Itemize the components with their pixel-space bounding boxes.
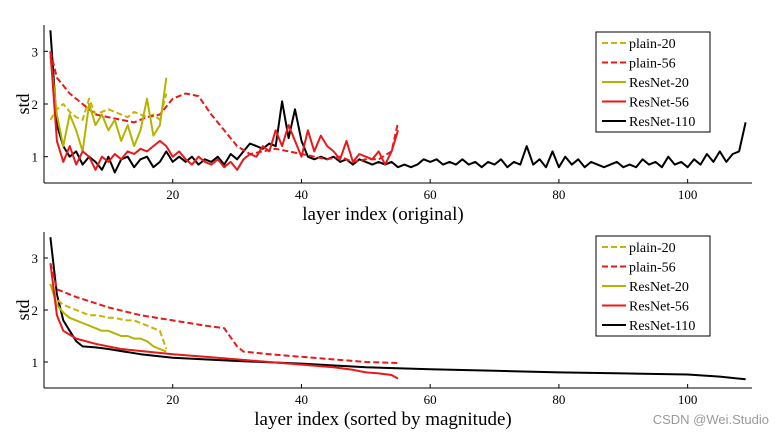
legend-entry: ResNet-110 [629,319,695,334]
series-line-plain-56 [49,262,399,364]
series-line-resnet-110 [49,237,746,381]
y-tick-label: 2 [32,303,39,318]
x-tick-label: 40 [295,392,308,407]
y-tick-label: 3 [32,44,39,59]
y-tick-label: 3 [32,251,39,266]
x-tick-label: 100 [678,187,698,202]
series-line-resnet-56 [49,51,399,171]
legend: plain-20 plain-56 ResNet-20 ResNet-56 ResNet… [595,235,711,337]
y-axis-label: std [13,299,33,320]
legend-entry: plain-56 [629,57,676,72]
watermark: CSDN @Wei.Studio [652,412,769,427]
series-line-resnet-56 [49,263,399,380]
x-axis-label: layer index (original) [302,204,463,225]
y-axis-label: std [13,93,33,114]
y-tick-label: 2 [32,97,39,112]
series-line-resnet-110 [49,30,747,174]
chart-panel-1: 20 40 60 80 100 1 2 3 layer index (original) std p… [13,25,752,225]
x-tick-label: 20 [166,392,179,407]
legend-entry: plain-20 [629,37,676,52]
x-tick-label: 80 [552,392,565,407]
y-tick-label: 1 [32,150,39,165]
legend-entry: plain-56 [629,261,676,276]
legend-entry: ResNet-20 [629,76,689,91]
x-tick-label: 100 [678,392,698,407]
series-line-plain-20 [49,93,168,121]
x-tick-label: 60 [424,187,437,202]
legend-entry: ResNet-20 [629,280,689,295]
x-tick-label: 80 [552,187,565,202]
series-line-plain-56 [49,51,399,163]
legend-entry: ResNet-110 [629,115,695,130]
series-line-resnet-20 [49,56,168,153]
chart-panel-2: 20 40 60 80 100 1 2 3 layer index (sorted by mag… [13,232,752,430]
series-line-plain-20 [49,283,168,350]
x-tick-label: 20 [166,187,179,202]
x-tick-label: 40 [295,187,308,202]
y-tick-label: 1 [32,355,39,370]
x-axis-label: layer index (sorted by magnitude) [254,409,511,430]
legend-entry: plain-20 [629,241,676,256]
x-tick-label: 60 [424,392,437,407]
legend: plain-20 plain-56 ResNet-20 ResNet-56 ResNet… [595,31,711,133]
series-line-resnet-20 [49,283,167,353]
legend-entry: ResNet-56 [629,96,689,111]
legend-entry: ResNet-56 [629,300,689,315]
